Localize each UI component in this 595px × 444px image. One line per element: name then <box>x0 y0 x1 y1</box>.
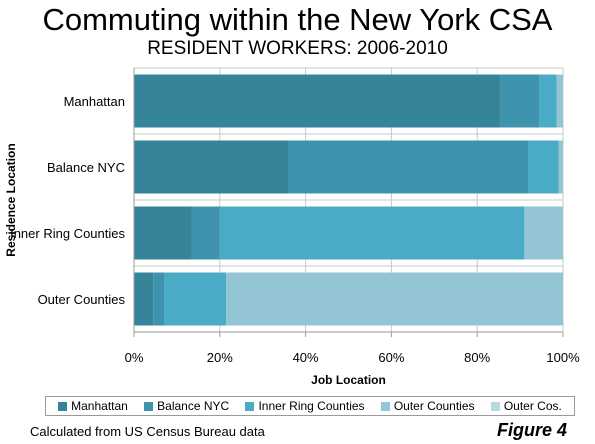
legend-item: Outer Counties <box>380 399 475 413</box>
legend-swatch <box>380 401 390 411</box>
legend-swatch <box>245 401 255 411</box>
x-tick-label: 80% <box>464 350 490 365</box>
bar-manhattan <box>134 272 154 326</box>
legend-label: Outer Cos. <box>503 399 562 413</box>
bar-balance-nyc <box>500 74 540 128</box>
legend-item: Manhattan <box>58 399 128 413</box>
category-label: Outer Counties <box>38 292 126 307</box>
x-axis-title: Job Location <box>311 373 386 387</box>
bar-balance-nyc <box>191 206 220 260</box>
x-tick-label: 60% <box>378 350 404 365</box>
bar-inner-ring-counties <box>528 140 559 194</box>
chart-title: Commuting within the New York CSA <box>42 2 553 37</box>
bar-outer-counties <box>226 272 564 326</box>
axes: 0% 20% 40% 60% 80% 100% Manhattan Balance NYC In… <box>4 68 580 387</box>
bar-manhattan <box>134 140 289 194</box>
bar-balance-nyc <box>288 140 529 194</box>
bar-outer-counties <box>556 74 563 128</box>
legend-label: Inner Ring Counties <box>258 399 365 413</box>
legend: Manhattan Balance NYC Inner Ring Counties O… <box>45 396 575 416</box>
bars <box>134 74 564 326</box>
stacked-bar-chart: 0% 20% 40% 60% 80% 100% Manhattan Balance NYC In… <box>4 67 580 387</box>
legend-swatch <box>144 401 154 411</box>
category-label: Inner Ring Counties <box>10 226 125 241</box>
bar-outer-counties <box>558 140 563 194</box>
legend-label: Manhattan <box>71 399 128 413</box>
category-label: Manhattan <box>64 94 125 109</box>
category-label: Balance NYC <box>47 160 125 175</box>
chart-subtitle: RESIDENT WORKERS: 2006-2010 <box>147 38 448 59</box>
x-tick-label: 20% <box>207 350 233 365</box>
bar-balance-nyc <box>153 272 165 326</box>
legend-item: Inner Ring Counties <box>245 399 365 413</box>
x-tick-label: 100% <box>546 350 580 365</box>
legend-label: Balance NYC <box>157 399 230 413</box>
bar-inner-ring-counties <box>164 272 227 326</box>
legend-swatch <box>58 401 68 411</box>
x-tick-label: 40% <box>293 350 319 365</box>
bar-outer-counties <box>524 206 563 260</box>
legend-label: Outer Counties <box>393 399 475 413</box>
source-note: Calculated from US Census Bureau data <box>30 424 265 439</box>
bar-manhattan <box>134 74 501 128</box>
legend-item: Balance NYC <box>144 399 229 413</box>
bar-manhattan <box>134 206 192 260</box>
x-tick-label: 0% <box>125 350 144 365</box>
legend-item: Outer Cos. <box>490 399 562 413</box>
bar-inner-ring-counties <box>539 74 557 128</box>
legend-swatch <box>490 401 500 411</box>
bar-inner-ring-counties <box>219 206 525 260</box>
y-axis-title: Residence Location <box>4 143 18 256</box>
figure-label: Figure 4 <box>496 420 567 440</box>
